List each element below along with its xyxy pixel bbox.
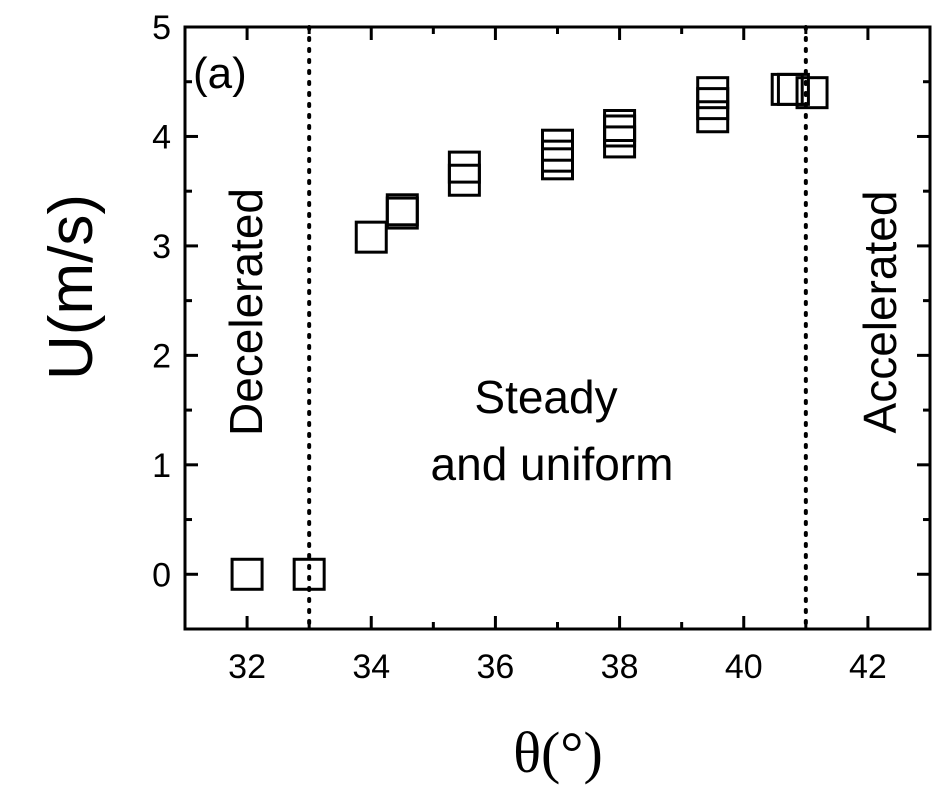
data-point	[447, 150, 481, 184]
data-point	[541, 147, 574, 181]
x-tick-label: 40	[725, 648, 763, 686]
y-axis-title: U(m/s)	[37, 194, 106, 380]
data-point	[292, 557, 326, 591]
x-axis-title: θ(°)	[513, 720, 603, 785]
data-points	[230, 72, 829, 591]
region-label-steady-line-1: Steady	[474, 371, 617, 423]
y-axis-ticks: 0 1 2 3 4 5	[152, 9, 930, 631]
region-label-accelerated: Accelerated	[854, 191, 906, 434]
plot-frame	[183, 25, 932, 631]
y-tick-label: 0	[152, 556, 171, 594]
data-point	[696, 76, 730, 110]
x-tick-label: 36	[477, 648, 515, 686]
data-point	[541, 128, 574, 162]
y-tick-label: 5	[152, 9, 171, 47]
y-tick-label: 4	[152, 118, 171, 156]
x-tick-label: 42	[849, 648, 887, 686]
data-point	[603, 109, 637, 143]
region-boundaries	[307, 25, 808, 631]
data-point	[541, 139, 574, 173]
y-tick-label: 3	[152, 228, 171, 266]
y-tick-label: 1	[152, 447, 171, 485]
panel-label: (a)	[193, 49, 247, 98]
data-point	[230, 557, 264, 591]
y-tick-label: 2	[152, 337, 171, 375]
region-label-steady-line-2: and uniform	[431, 438, 674, 490]
data-point	[447, 163, 481, 197]
data-point	[795, 76, 829, 110]
x-tick-label: 32	[228, 648, 266, 686]
x-axis-ticks: 32 34 36 38 40 42	[183, 27, 932, 686]
data-point	[354, 220, 388, 254]
data-point	[385, 193, 419, 227]
x-tick-label: 38	[601, 648, 639, 686]
region-label-decelerated: Decelerated	[220, 188, 272, 436]
x-tick-label: 34	[352, 648, 390, 686]
data-point	[696, 87, 730, 121]
data-point	[776, 72, 810, 106]
